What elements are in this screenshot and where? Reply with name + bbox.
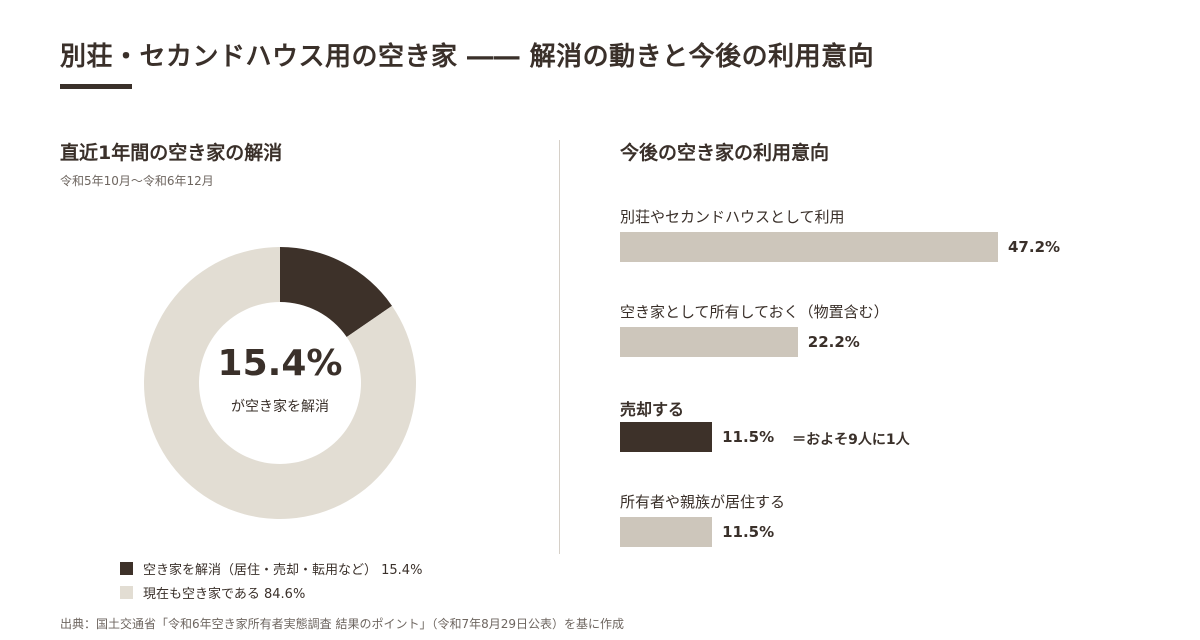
legend-label-vacant: 現在も空き家である 84.6%	[143, 586, 306, 602]
legend-label-resolved: 空き家を解消（居住・売却・転用など） 15.4%	[143, 562, 423, 578]
bar-keep	[620, 327, 798, 357]
source-note: 出典：国土交通省「令和6年空き家所有者実態調査 結果のポイント」（令和7年8月2…	[60, 617, 624, 631]
donut-slice-resolved	[280, 247, 393, 338]
legend-item-vacant: 現在も空き家である 84.6%	[120, 580, 422, 604]
bar-label-keep: 空き家として所有しておく（物置含む）	[620, 303, 889, 321]
donut-center-value: 15.4%	[217, 343, 343, 384]
bar-reside	[620, 517, 713, 547]
bar-label-villa: 別荘やセカンドハウスとして利用	[620, 208, 845, 226]
panel-divider	[559, 140, 560, 554]
left-panel-title: 直近1年間の空き家の解消	[60, 142, 283, 164]
page-title: 別荘・セカンドハウス用の空き家 ―― 解消の動きと今後の利用意向	[60, 42, 875, 72]
donut-slice-vacant	[144, 247, 417, 520]
bar-villa	[620, 232, 998, 262]
legend-item-resolved: 空き家を解消（居住・売却・転用など） 15.4%	[120, 556, 422, 580]
bar-label-reside: 所有者や親族が居住する	[620, 493, 786, 511]
donut-chart	[144, 247, 417, 520]
bar-label-sell: 売却する	[620, 400, 685, 419]
bar-value-reside: 11.5%	[722, 523, 775, 541]
right-panel-title: 今後の空き家の利用意向	[620, 142, 830, 164]
bar-value-sell: 11.5%	[722, 428, 775, 446]
bar-value-villa: 47.2%	[1008, 238, 1061, 256]
bar-value-keep: 22.2%	[807, 333, 860, 351]
legend-swatch-resolved	[120, 561, 133, 575]
legend-swatch-vacant	[120, 585, 133, 599]
donut-center-label: が空き家を解消	[231, 399, 329, 415]
title-underline	[60, 84, 132, 89]
bar-sell	[620, 422, 713, 452]
left-panel-period: 令和5年10月～令和6年12月	[60, 174, 214, 188]
donut-legend: 空き家を解消（居住・売却・転用など） 15.4% 現在も空き家である 84.6%	[120, 556, 422, 604]
bar-note-sell: ＝およそ9人に1人	[792, 432, 910, 448]
